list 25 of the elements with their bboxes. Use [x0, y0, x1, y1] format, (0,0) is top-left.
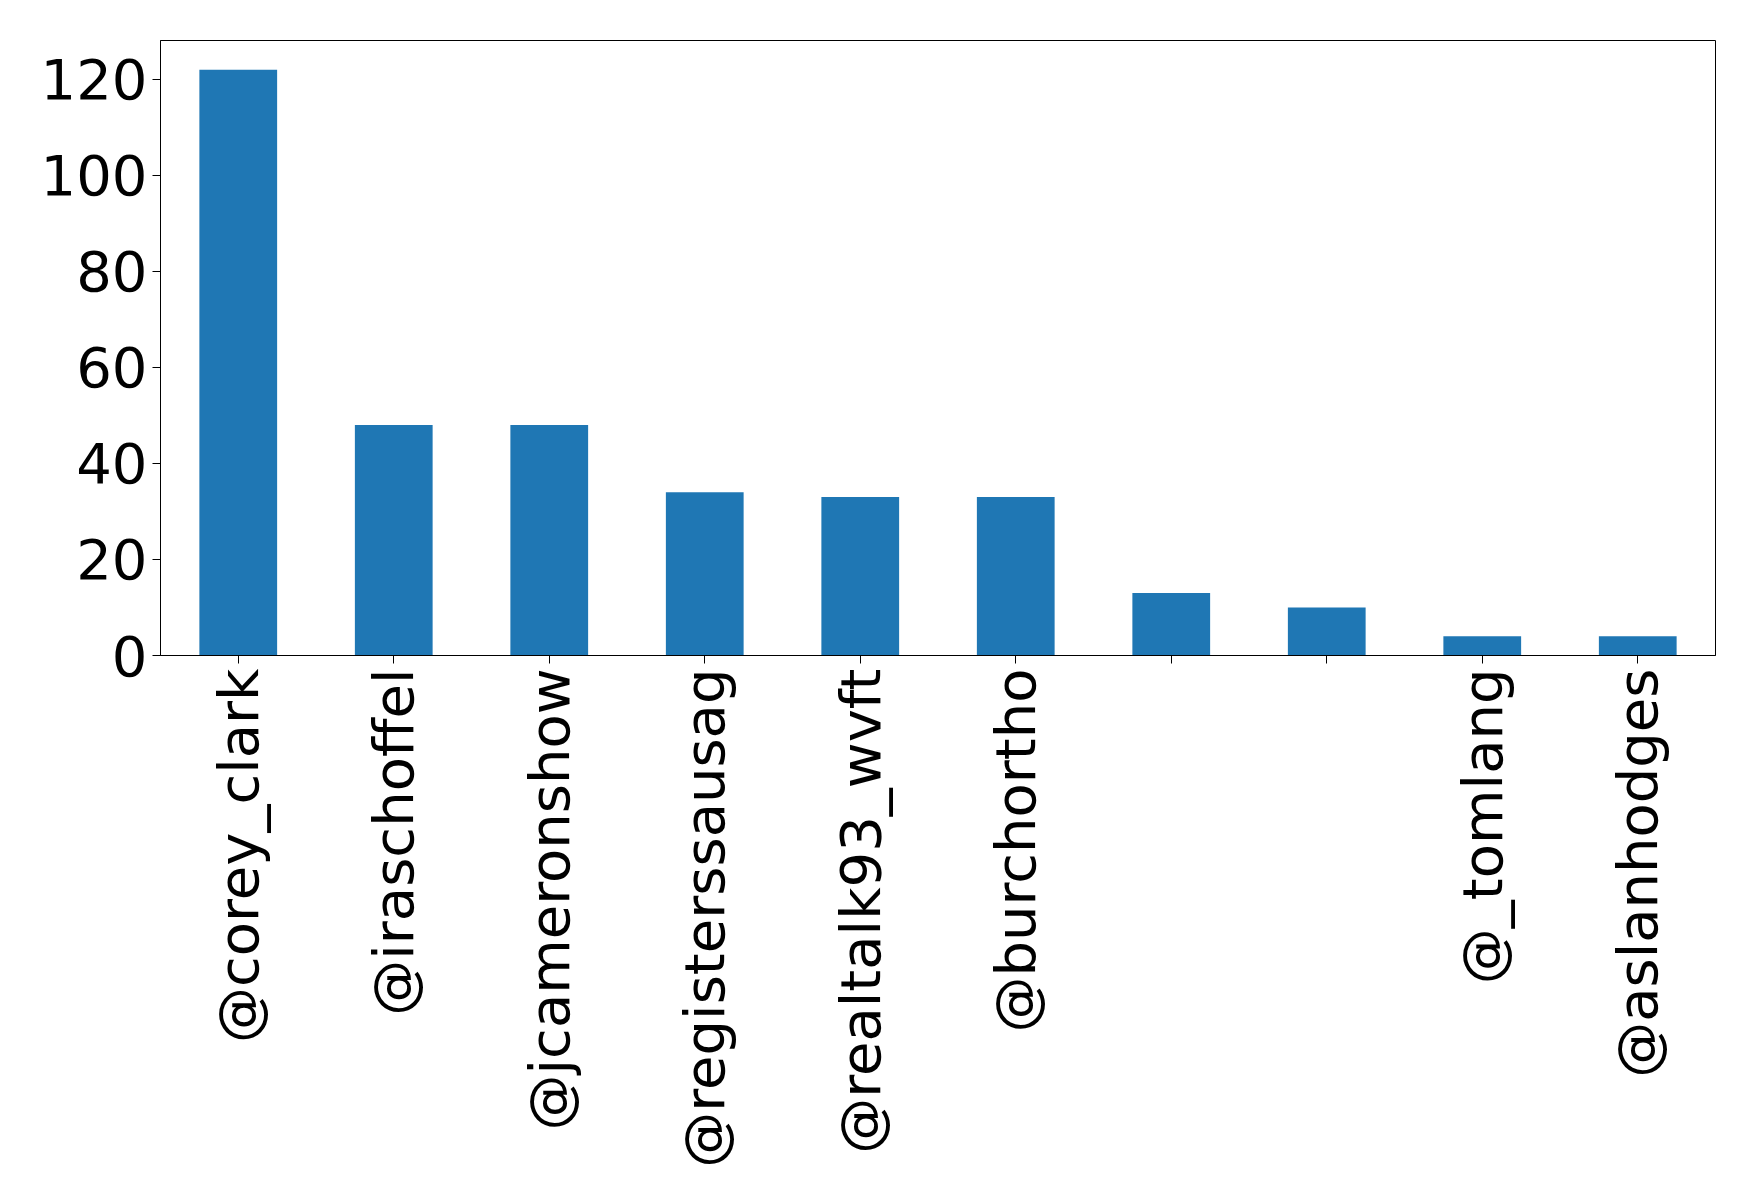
bar [1287, 607, 1366, 656]
x-tick-label: @burchortho [983, 668, 1049, 1033]
y-tick-label: 80 [76, 239, 148, 305]
x-tick-label: @registerssausag [672, 668, 738, 1168]
bar [976, 497, 1055, 656]
y-tick-label: 0 [111, 623, 148, 689]
x-tick-label: @_tomlang [1449, 668, 1515, 985]
bar [1598, 636, 1677, 656]
x-tick-label: @jcameronshow [516, 668, 582, 1131]
bar [1132, 593, 1211, 656]
bar [354, 425, 433, 656]
x-tick-label: @aslanhodges [1605, 668, 1671, 1078]
y-tick-label: 60 [76, 335, 148, 401]
y-tick-label: 100 [40, 143, 148, 209]
bar [199, 69, 278, 656]
bar [821, 497, 900, 656]
x-tick-label: @realtalk93_wvft [827, 668, 893, 1154]
y-tick-label: 40 [76, 431, 148, 497]
x-tick-label: @corey_clark [205, 667, 271, 1044]
x-tick-label: @iraschoffel [361, 668, 427, 1016]
bar [1443, 636, 1522, 656]
bar [665, 492, 744, 656]
y-tick-label: 20 [76, 527, 148, 593]
bar [510, 425, 589, 656]
y-tick-label: 120 [40, 47, 148, 113]
